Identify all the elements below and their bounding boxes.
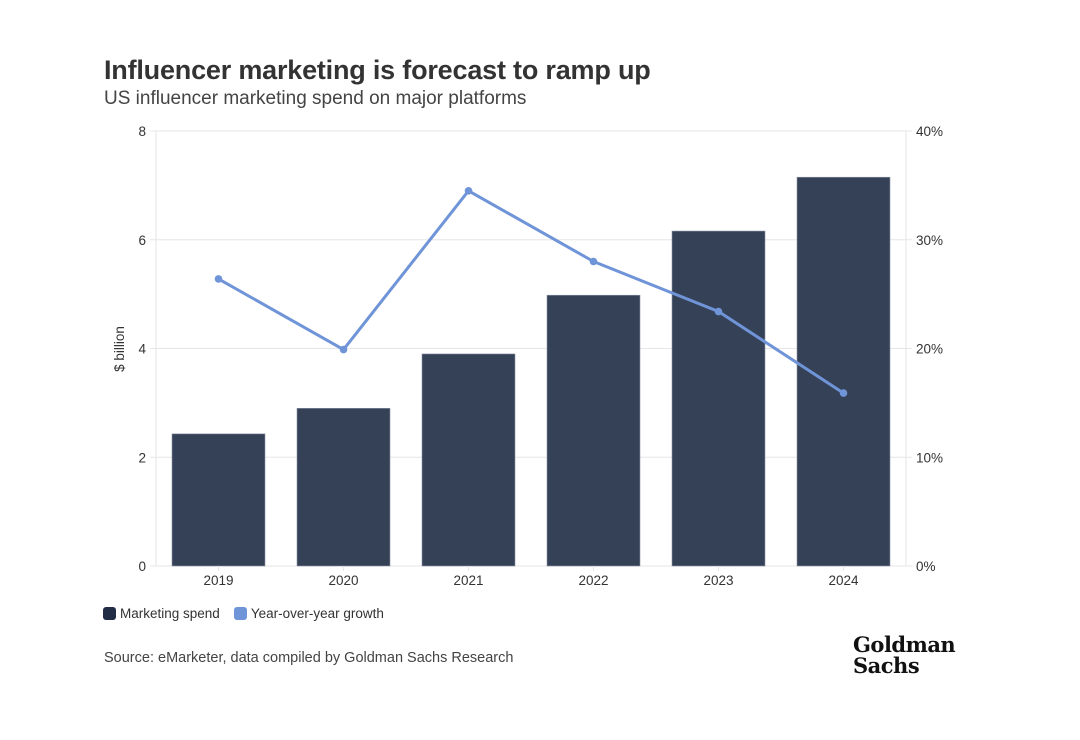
y-tick-label: 2 [138,450,146,465]
chart-subtitle: US influencer marketing spend on major p… [104,88,527,109]
legend-label: Year-over-year growth [250,606,384,621]
y2-tick-label: 20% [916,342,943,357]
y2-tick-label: 40% [916,124,943,139]
legend: Marketing spend Year-over-year growth [103,606,398,621]
legend-item-yoy-growth: Year-over-year growth [233,606,384,621]
y-tick-label: 4 [138,342,146,357]
growth-line [217,189,845,395]
chart-area: 0 2 4 6 8 0% 10% 20% 30% 40% 2019 2020 2021 2022 2023 2… [112,124,943,588]
y2-tick-label: 0% [916,559,936,574]
growth-point-2021 [464,187,473,195]
x-tick-label: 2023 [703,573,733,588]
x-tick-label: 2021 [453,573,483,588]
growth-point-2019 [214,275,223,283]
bar-2019 [171,433,266,567]
y2-tick-label: 10% [916,450,943,465]
y-axis-label: $ billion [112,326,127,372]
bar-2020 [296,408,391,567]
legend-swatch-line [233,607,247,620]
logo-line-2: Sachs [853,653,920,678]
growth-point-2020 [339,345,348,354]
logo-line-1: Goldman [853,632,956,657]
x-tick-label: 2022 [578,573,608,588]
growth-point-2022 [589,257,598,266]
bar-2021 [421,353,516,567]
legend-label: Marketing spend [120,606,220,621]
goldman-sachs-logo: Goldman Sachs [853,632,956,678]
legend-item-marketing-spend: Marketing spend [103,606,220,621]
x-tick-label: 2020 [328,573,358,588]
chart-title: Influencer marketing is forecast to ramp… [104,55,651,85]
y-tick-label: 8 [138,124,146,139]
gridlines [156,130,906,567]
y2-tick-label: 30% [916,233,943,248]
bar-series [171,176,891,567]
bar-2023 [671,230,766,567]
x-tick-label: 2024 [828,573,859,588]
y-tick-label: 0 [138,559,146,574]
line-series [214,187,848,397]
source-note: Source: eMarketer, data compiled by Gold… [104,650,514,666]
bar-2022 [546,294,641,567]
growth-point-2023 [714,307,723,316]
y-tick-label: 6 [138,233,146,248]
axes: 0 2 4 6 8 0% 10% 20% 30% 40% 2019 2020 2021 2022 2023 2… [138,124,943,588]
x-tick-label: 2019 [203,573,233,588]
growth-point-2024 [839,389,848,397]
legend-swatch-bar [103,607,116,620]
